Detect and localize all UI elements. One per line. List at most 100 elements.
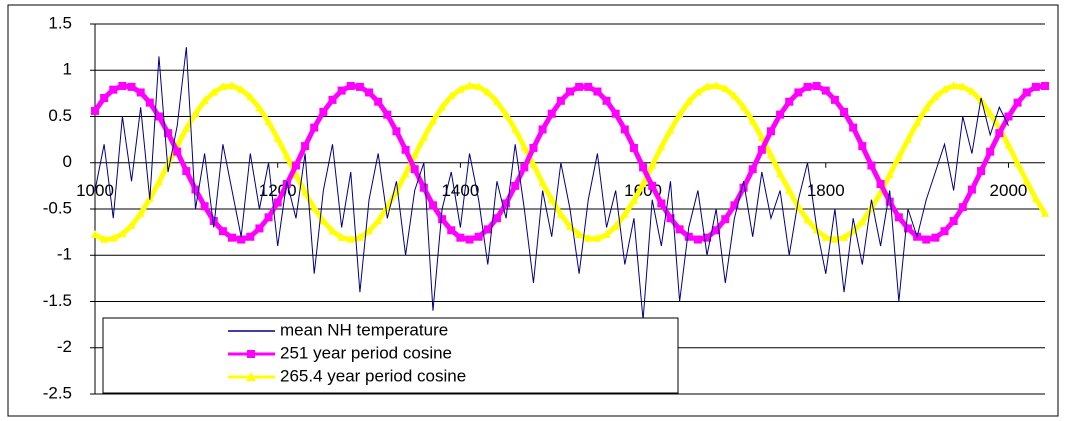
- marker: [721, 215, 730, 224]
- marker: [858, 217, 867, 226]
- marker: [109, 85, 118, 94]
- marker: [611, 221, 620, 230]
- marker: [502, 109, 511, 118]
- marker: [328, 95, 337, 104]
- marker: [255, 103, 264, 112]
- marker: [666, 125, 675, 134]
- marker: [629, 195, 638, 204]
- marker: [958, 82, 967, 91]
- marker: [803, 82, 812, 91]
- marker: [748, 116, 757, 125]
- legend-box: [102, 317, 679, 394]
- marker: [821, 232, 830, 241]
- marker: [748, 165, 757, 174]
- marker: [785, 97, 794, 106]
- marker: [830, 95, 839, 104]
- marker: [301, 142, 310, 151]
- marker: [100, 234, 109, 243]
- y-tick-label: 1.5: [48, 13, 72, 32]
- marker: [840, 232, 849, 241]
- marker: [1031, 82, 1040, 91]
- marker: [346, 234, 355, 243]
- marker: [355, 232, 364, 241]
- marker: [757, 132, 766, 141]
- marker: [474, 232, 483, 241]
- marker: [712, 81, 721, 90]
- marker: [465, 235, 474, 244]
- marker: [291, 161, 300, 170]
- marker: [127, 220, 136, 229]
- marker: [593, 233, 602, 242]
- marker: [931, 92, 940, 101]
- marker: [145, 98, 154, 107]
- marker: [474, 82, 483, 91]
- marker: [894, 213, 903, 222]
- marker: [693, 235, 702, 244]
- marker: [182, 167, 191, 176]
- marker: [703, 82, 712, 91]
- series-line: [94, 47, 1009, 321]
- marker: [164, 158, 173, 167]
- marker: [200, 95, 209, 104]
- legend: mean NH temperature 251 year period cosin…: [102, 317, 679, 394]
- marker: [419, 183, 428, 192]
- marker: [967, 185, 976, 194]
- marker: [1022, 176, 1031, 185]
- marker: [903, 224, 912, 233]
- x-tick-label: 1000: [76, 181, 114, 200]
- marker: [803, 215, 812, 224]
- marker: [593, 87, 602, 96]
- marker: [392, 186, 401, 195]
- marker: [365, 226, 374, 235]
- marker: [428, 116, 437, 125]
- marker: [639, 179, 648, 188]
- marker: [200, 202, 209, 211]
- marker: [191, 185, 200, 194]
- x-tick-label: 1800: [807, 181, 845, 200]
- marker: [584, 233, 593, 242]
- marker: [191, 108, 200, 117]
- marker: [529, 143, 538, 152]
- marker: [428, 201, 437, 210]
- marker: [118, 81, 127, 90]
- y-tick-label: -2: [57, 337, 72, 356]
- marker: [602, 96, 611, 105]
- marker: [100, 94, 109, 102]
- marker: [209, 87, 218, 96]
- marker: [693, 87, 702, 96]
- marker: [812, 81, 821, 90]
- marker: [547, 194, 556, 203]
- y-tick-label: 1: [63, 60, 72, 79]
- marker: [666, 214, 675, 223]
- marker: [958, 203, 967, 212]
- marker: [712, 226, 721, 235]
- marker: [639, 163, 648, 172]
- y-tick-label: 0: [63, 152, 72, 171]
- plot-area: [91, 47, 1049, 321]
- marker: [903, 134, 912, 143]
- marker: [547, 109, 556, 118]
- marker: [885, 197, 894, 206]
- marker: [483, 87, 492, 96]
- marker: [483, 225, 492, 234]
- marker: [273, 198, 282, 207]
- marker: [876, 180, 885, 189]
- marker: [995, 129, 1004, 138]
- marker: [556, 209, 565, 218]
- marker: [867, 161, 876, 170]
- marker: [538, 125, 547, 134]
- marker: [977, 167, 986, 176]
- marker: [401, 145, 410, 154]
- marker: [940, 227, 949, 236]
- marker: [1031, 194, 1040, 203]
- marker: [675, 109, 684, 118]
- marker: [703, 233, 712, 242]
- marker: [1041, 208, 1049, 217]
- marker: [1004, 112, 1013, 121]
- marker: [794, 88, 803, 97]
- marker: [986, 108, 995, 117]
- marker: [949, 81, 958, 90]
- y-tick-label: -0.5: [43, 198, 72, 217]
- marker: [830, 234, 839, 243]
- marker: [237, 235, 246, 244]
